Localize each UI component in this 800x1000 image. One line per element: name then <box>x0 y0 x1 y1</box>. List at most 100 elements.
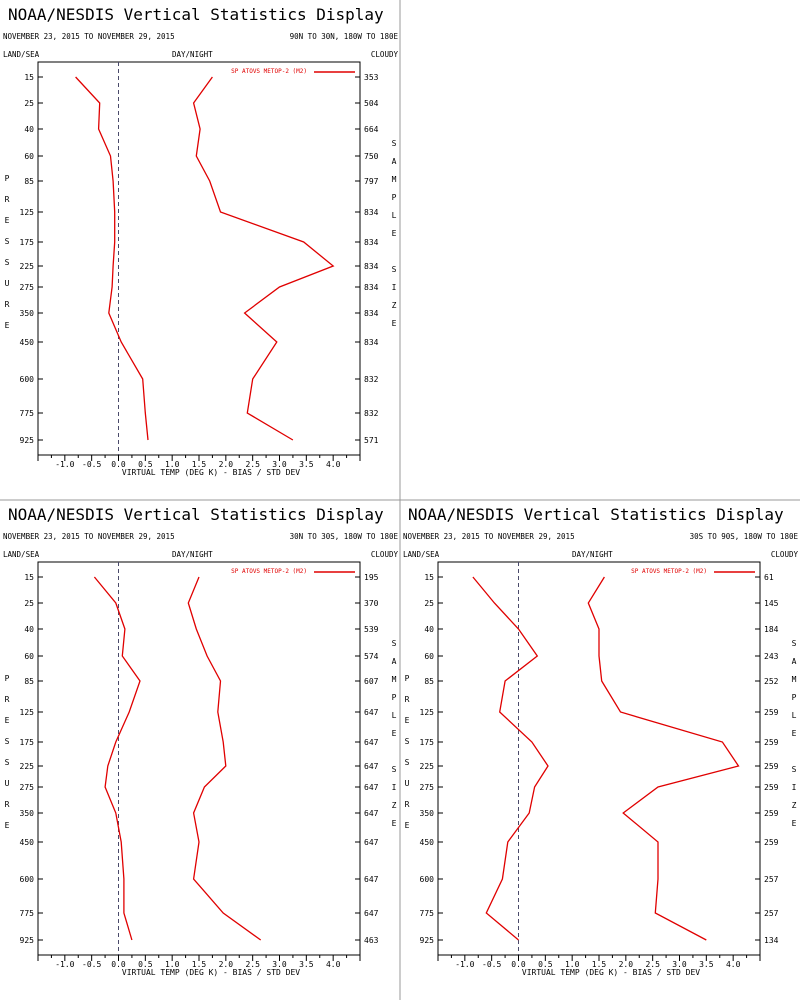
x-tick-label: 1.5 <box>192 460 207 469</box>
cloudy-label: CLOUDY <box>371 550 399 559</box>
sample-size-label: 259 <box>764 809 779 818</box>
x-axis-label: VIRTUAL TEMP (DEG K) - BIAS / STD DEV <box>122 468 300 477</box>
legend-label: SP ATOVS METOP-2 (M2) <box>631 568 707 575</box>
pressure-level-label: 775 <box>20 909 35 918</box>
plot-frame <box>437 561 761 956</box>
land-sea-label: LAND/SEA <box>403 550 440 559</box>
x-tick-label: -0.5 <box>82 460 101 469</box>
pressure-level-label: 125 <box>420 708 435 717</box>
pressure-level-label: 450 <box>420 838 435 847</box>
sample-size-label: 834 <box>364 208 379 217</box>
x-tick-label: 4.0 <box>726 960 741 969</box>
cloudy-label: CLOUDY <box>771 550 799 559</box>
chart-title: NOAA/NESDIS Vertical Statistics Display <box>8 5 384 24</box>
chart-panel: NOAA/NESDIS Vertical Statistics Display N… <box>3 505 398 977</box>
pressure-level-label: 125 <box>20 708 35 717</box>
pressure-level-label: 15 <box>424 573 434 582</box>
pressure-level-label: 450 <box>20 338 35 347</box>
sample-size-label: 647 <box>364 708 379 717</box>
sample-size-label: 463 <box>364 936 379 945</box>
chart-title: NOAA/NESDIS Vertical Statistics Display <box>408 505 784 524</box>
sample-size-label: 834 <box>364 262 379 271</box>
chart-panel: NOAA/NESDIS Vertical Statistics Display N… <box>3 5 398 477</box>
date-range: NOVEMBER 23, 2015 TO NOVEMBER 29, 2015 <box>403 532 575 541</box>
x-tick-label: 0.5 <box>138 460 153 469</box>
pressure-level-label: 275 <box>420 783 435 792</box>
x-tick-label: 2.5 <box>245 960 260 969</box>
legend-label: SP ATOVS METOP-2 (M2) <box>231 568 307 575</box>
x-tick-label: 3.5 <box>699 960 714 969</box>
sample-size-label: 257 <box>764 909 779 918</box>
pressure-level-label: 775 <box>20 409 35 418</box>
sample-size-label: 647 <box>364 738 379 747</box>
pressure-level-label: 175 <box>20 238 35 247</box>
sample-size-label: 832 <box>364 409 379 418</box>
sample-size-label: 834 <box>364 338 379 347</box>
sample-size-label: 353 <box>364 73 379 82</box>
date-range: NOVEMBER 23, 2015 TO NOVEMBER 29, 2015 <box>3 532 175 541</box>
pressure-level-label: 25 <box>24 99 34 108</box>
sample-size-label: 834 <box>364 309 379 318</box>
chart-title: NOAA/NESDIS Vertical Statistics Display <box>8 505 384 524</box>
sample-size-label: 184 <box>764 625 779 634</box>
region-label: 90N TO 30N, 180W TO 180E <box>290 32 399 41</box>
pressure-level-label: 15 <box>24 73 34 82</box>
sample-size-label: 750 <box>364 152 379 161</box>
day-night-label: DAY/NIGHT <box>172 550 213 559</box>
x-tick-label: -1.0 <box>55 460 74 469</box>
x-tick-label: 1.5 <box>192 960 207 969</box>
pressure-level-label: 40 <box>24 625 34 634</box>
x-tick-label: 4.0 <box>326 960 341 969</box>
pressure-level-label: 60 <box>24 152 34 161</box>
x-tick-label: 3.0 <box>272 460 287 469</box>
sample-size-label: 647 <box>364 783 379 792</box>
plot-frame <box>37 561 361 956</box>
sample-size-label: 571 <box>364 436 379 445</box>
sample-size-label: 61 <box>764 573 774 582</box>
x-tick-label: 1.5 <box>592 960 607 969</box>
x-tick-label: -0.5 <box>82 960 101 969</box>
sample-size-label: 607 <box>364 677 379 686</box>
pressure-level-label: 350 <box>20 309 35 318</box>
pressure-level-label: 25 <box>24 599 34 608</box>
x-tick-label: 3.0 <box>272 960 287 969</box>
pressure-level-label: 275 <box>20 283 35 292</box>
pressure-level-label: 350 <box>420 809 435 818</box>
sample-size-label: 504 <box>364 99 379 108</box>
series-line-std-dev <box>192 76 335 441</box>
x-tick-label: 2.0 <box>219 960 234 969</box>
x-tick-label: 3.0 <box>672 960 687 969</box>
series-line-std-dev <box>587 576 740 941</box>
series-line-bias <box>75 76 149 441</box>
pressure-level-label: 125 <box>20 208 35 217</box>
pressure-level-label: 225 <box>20 762 35 771</box>
x-tick-label: 2.5 <box>245 460 260 469</box>
pressure-level-label: 225 <box>20 262 35 271</box>
series-line-bias <box>472 576 549 941</box>
pressure-level-label: 60 <box>424 652 434 661</box>
land-sea-label: LAND/SEA <box>3 550 40 559</box>
x-axis-label: VIRTUAL TEMP (DEG K) - BIAS / STD DEV <box>522 968 700 977</box>
x-tick-label: 0.5 <box>538 960 553 969</box>
cloudy-label: CLOUDY <box>371 50 399 59</box>
x-tick-label: 2.0 <box>219 460 234 469</box>
sample-size-label: 259 <box>764 762 779 771</box>
sample-size-label: 647 <box>364 909 379 918</box>
x-tick-label: 1.0 <box>565 960 580 969</box>
sample-size-label: 647 <box>364 762 379 771</box>
sample-size-label: 574 <box>364 652 379 661</box>
pressure-level-label: 925 <box>20 936 35 945</box>
sample-size-label: 134 <box>764 936 779 945</box>
pressure-level-label: 925 <box>20 436 35 445</box>
pressure-level-label: 175 <box>420 738 435 747</box>
x-tick-label: 2.5 <box>645 960 660 969</box>
x-tick-label: 3.5 <box>299 460 314 469</box>
x-tick-label: -0.5 <box>482 960 501 969</box>
pressure-level-label: 600 <box>20 375 35 384</box>
x-axis-label: VIRTUAL TEMP (DEG K) - BIAS / STD DEV <box>122 968 300 977</box>
sample-size-label: 195 <box>364 573 379 582</box>
land-sea-label: LAND/SEA <box>3 50 40 59</box>
